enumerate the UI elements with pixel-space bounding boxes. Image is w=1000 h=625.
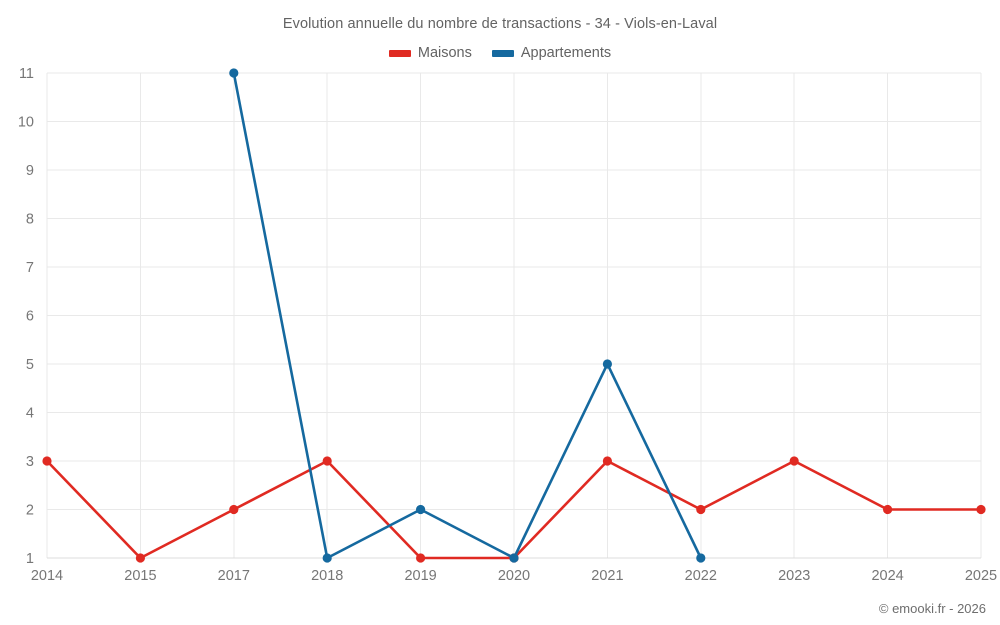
legend-label-appartements: Appartements <box>520 45 612 61</box>
x-axis-tick-label: 2017 <box>218 568 250 584</box>
y-axis-tick-label: 3 <box>26 454 34 470</box>
y-axis-tick-label: 1 <box>26 551 34 567</box>
data-point-appartements-2020[interactable] <box>509 553 519 563</box>
x-axis-tick-label: 2021 <box>591 568 623 584</box>
y-axis-tick-label: 4 <box>26 406 34 422</box>
y-axis-tick-label: 2 <box>26 503 34 519</box>
data-point-appartements-2019[interactable] <box>416 504 426 515</box>
data-point-maisons-2017[interactable] <box>229 504 239 515</box>
y-axis-tick-label: 8 <box>26 212 34 228</box>
data-point-maisons-2021[interactable] <box>602 456 613 466</box>
y-axis-tick-label: 6 <box>26 309 34 325</box>
x-axis-tick-label: 2014 <box>31 568 63 584</box>
x-axis-tick-label: 2025 <box>965 568 997 584</box>
x-axis-tick-label: 2018 <box>311 568 343 584</box>
data-point-maisons-2015[interactable] <box>135 553 145 563</box>
data-point-maisons-2025[interactable] <box>976 504 986 515</box>
data-point-appartements-2017[interactable] <box>229 68 239 78</box>
credit-text: © emooki.fr - 2026 <box>878 601 986 616</box>
data-point-maisons-2023[interactable] <box>789 456 799 466</box>
y-axis-tick-label: 10 <box>18 115 34 131</box>
series-line-appartements <box>232 71 703 560</box>
legend-item-appartements[interactable]: Appartements <box>491 45 612 61</box>
legend-item-maisons[interactable]: Maisons <box>388 45 472 61</box>
y-axis-tick-label: 9 <box>26 163 34 179</box>
data-point-maisons-2018[interactable] <box>322 456 332 466</box>
data-point-appartements-2018[interactable] <box>322 553 332 563</box>
data-point-maisons-2014[interactable] <box>42 456 52 466</box>
x-axis-tick-label: 2019 <box>404 568 436 584</box>
x-axis-tick-label: 2023 <box>778 568 810 584</box>
chart-title: Evolution annuelle du nombre de transact… <box>282 16 718 32</box>
data-point-maisons-2024[interactable] <box>883 504 893 515</box>
x-axis-tick-label: 2015 <box>124 568 156 584</box>
legend-swatch-maisons <box>388 49 411 57</box>
chart-legend: Maisons Appartements <box>0 45 1000 61</box>
legend-swatch-appartements <box>491 49 514 57</box>
data-point-maisons-2022[interactable] <box>696 504 706 515</box>
y-axis-tick-label: 5 <box>26 357 34 373</box>
x-axis-tick-label: 2020 <box>498 568 530 584</box>
y-axis-tick-label: 7 <box>26 260 34 276</box>
data-point-appartements-2022[interactable] <box>696 553 706 563</box>
x-axis-tick-label: 2022 <box>685 568 717 584</box>
legend-label-maisons: Maisons <box>417 45 472 61</box>
x-axis-tick-label: 2024 <box>871 568 903 584</box>
y-axis-tick-label: 11 <box>19 66 34 82</box>
data-point-appartements-2021[interactable] <box>602 359 613 369</box>
data-point-maisons-2019[interactable] <box>416 553 426 563</box>
